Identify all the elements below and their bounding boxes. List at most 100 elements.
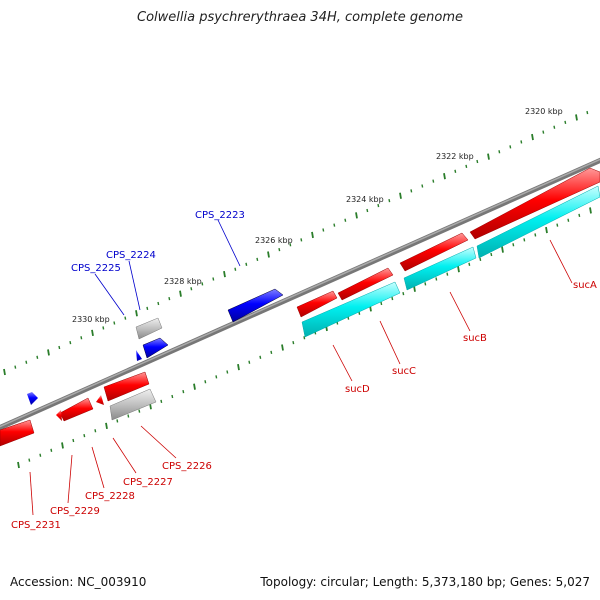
gene-small-red[interactable] <box>56 410 62 421</box>
tick-mark-outer <box>91 329 94 336</box>
tick-mark-inner <box>215 375 218 379</box>
tick-mark-inner <box>17 461 20 469</box>
tick-mark-inner <box>556 223 559 227</box>
gene-CPS_2225[interactable] <box>136 350 142 361</box>
tick-mark-inner <box>193 383 196 390</box>
tick-mark-outer <box>135 310 138 317</box>
tick-mark-inner <box>182 389 185 394</box>
tick-label-2320: 2320 kbp <box>525 107 563 116</box>
tick-mark-outer <box>421 184 424 188</box>
tick-mark-outer <box>47 349 50 356</box>
leader-CPS_2225 <box>94 273 125 316</box>
tick-mark-outer <box>58 345 61 350</box>
tick-mark-outer <box>355 212 358 219</box>
tick-mark-outer <box>344 218 347 222</box>
tick-mark-outer <box>289 243 292 247</box>
gray-feature-upper[interactable] <box>135 317 163 340</box>
cyan-feature-2[interactable] <box>403 246 477 291</box>
tick-label-2328: 2328 kbp <box>164 277 202 286</box>
tick-mark-outer <box>443 173 446 180</box>
gene-sucC[interactable] <box>337 267 394 301</box>
leader-CPS_2231 <box>29 471 34 516</box>
cyan-feature-1[interactable] <box>476 185 600 259</box>
tick-mark-inner <box>424 282 427 286</box>
tick-mark-outer <box>311 231 314 239</box>
leader-CPS_2227 <box>112 437 137 474</box>
tick-mark-inner <box>468 262 471 266</box>
tick-mark-outer <box>476 159 479 164</box>
label-sucA: sucA <box>573 280 597 291</box>
tick-mark-inner <box>105 422 108 429</box>
label-sucB: sucB <box>463 333 487 344</box>
cyan-feature-3[interactable] <box>301 281 401 338</box>
tick-mark-inner <box>402 292 405 296</box>
tick-mark-inner <box>501 246 504 253</box>
gene-CPS_2227[interactable] <box>103 371 150 402</box>
blue-feature-left[interactable] <box>27 392 38 405</box>
gray-feature-lower[interactable] <box>109 388 157 421</box>
gene-CPS_2224[interactable] <box>142 337 169 359</box>
tick-mark-inner <box>479 257 482 262</box>
tick-mark-inner <box>303 336 306 340</box>
gene-sucD[interactable] <box>296 290 338 318</box>
tick-mark-outer <box>190 287 193 291</box>
tick-mark-inner <box>72 438 75 443</box>
genome-summary-text: Topology: circular; Length: 5,373,180 bp… <box>260 575 590 589</box>
label-CPS_2223: CPS_2223 <box>195 210 245 221</box>
tick-mark-inner <box>259 355 262 359</box>
tick-mark-outer <box>410 189 413 193</box>
tick-mark-inner <box>237 363 240 371</box>
leader-sucA <box>549 239 573 284</box>
tick-mark-outer <box>509 145 512 149</box>
tick-mark-inner <box>160 399 163 404</box>
tick-mark-outer <box>388 199 391 203</box>
tick-mark-outer <box>201 282 204 286</box>
tick-mark-inner <box>127 414 130 418</box>
tick-mark-inner <box>523 238 526 242</box>
tick-mark-outer <box>498 150 501 154</box>
tick-mark-outer <box>36 355 39 359</box>
tick-mark-outer <box>113 321 116 325</box>
tick-mark-inner <box>61 442 64 449</box>
tick-mark-inner <box>490 252 493 257</box>
tick-mark-outer <box>300 238 303 242</box>
leader-sucB <box>449 291 471 332</box>
tick-mark-outer <box>542 130 545 134</box>
label-sucC: sucC <box>392 366 416 377</box>
gene-CPS_2231[interactable] <box>0 419 35 447</box>
gene-CPS_2223[interactable] <box>227 288 284 323</box>
tick-mark-inner <box>380 301 383 306</box>
tick-mark-outer <box>234 267 237 271</box>
gene-sucA[interactable] <box>469 167 600 240</box>
genome-title: Colwellia psychrerythraea 34H, complete … <box>137 10 463 25</box>
tick-mark-inner <box>358 311 361 315</box>
genome-backbone <box>0 157 600 431</box>
leader-CPS_2224 <box>128 260 141 311</box>
tick-mark-outer <box>399 192 402 199</box>
tick-mark-outer <box>25 360 28 364</box>
gene-CPS_2229[interactable] <box>59 397 94 422</box>
tick-marks <box>3 110 592 469</box>
tick-mark-inner <box>457 266 460 273</box>
tick-mark-inner <box>204 380 207 384</box>
tick-mark-outer <box>322 228 325 232</box>
tick-mark-outer <box>333 223 336 227</box>
gene-sucB[interactable] <box>399 232 469 272</box>
tick-mark-outer <box>102 326 105 330</box>
tick-mark-outer <box>80 336 83 340</box>
tick-mark-outer <box>267 251 270 258</box>
label-CPS_2225: CPS_2225 <box>71 263 121 274</box>
tick-mark-outer <box>575 114 578 121</box>
label-sucD: sucD <box>345 384 370 395</box>
leader-CPS_2223 <box>217 219 241 267</box>
tick-mark-outer <box>432 179 435 183</box>
gene-CPS_2228[interactable] <box>96 395 104 405</box>
tick-mark-outer <box>168 296 171 301</box>
tick-mark-inner <box>578 213 581 217</box>
label-CPS_2228: CPS_2228 <box>85 491 135 502</box>
tick-mark-inner <box>116 419 119 423</box>
tick-mark-outer <box>586 110 589 115</box>
tick-mark-outer <box>520 140 523 144</box>
tick-mark-inner <box>589 207 592 214</box>
